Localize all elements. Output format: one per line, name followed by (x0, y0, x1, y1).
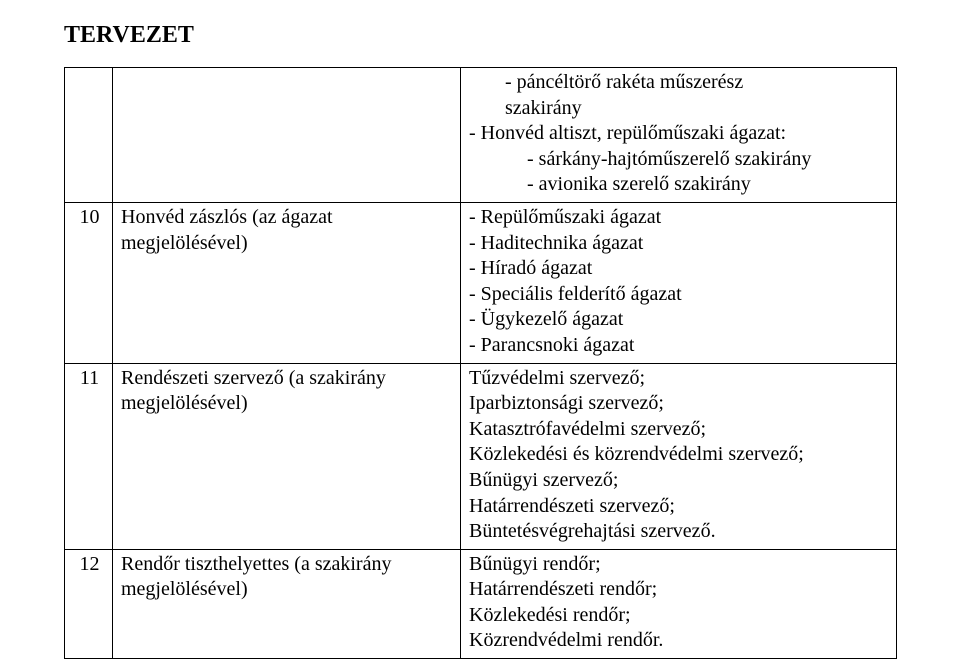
detail-line: - Híradó ágazat (469, 256, 890, 282)
data-table: - páncéltörő rakéta műszerész szakirány … (64, 67, 897, 659)
table-row: - páncéltörő rakéta műszerész szakirány … (65, 68, 897, 203)
detail-line: Iparbiztonsági szervező; (469, 391, 890, 417)
detail-line: - páncéltörő rakéta műszerész (469, 70, 890, 96)
row-title (113, 68, 461, 203)
row-number: 10 (65, 202, 113, 363)
detail-line: szakirány (469, 96, 890, 122)
row-details: Tűzvédelmi szervező; Iparbiztonsági szer… (461, 363, 897, 549)
detail-line: Tűzvédelmi szervező; (469, 366, 890, 392)
table-row: 11 Rendészeti szervező (a szakirány megj… (65, 363, 897, 549)
row-details: - Repülőműszaki ágazat - Haditechnika ág… (461, 202, 897, 363)
detail-line: - Ügykezelő ágazat (469, 307, 890, 333)
detail-line: - Speciális felderítő ágazat (469, 282, 890, 308)
row-title: Rendészeti szervező (a szakirány megjelö… (113, 363, 461, 549)
detail-line: - Parancsnoki ágazat (469, 333, 890, 359)
detail-line: Közlekedési rendőr; (469, 603, 890, 629)
row-details: - páncéltörő rakéta műszerész szakirány … (461, 68, 897, 203)
detail-line: Határrendészeti rendőr; (469, 577, 890, 603)
detail-line: Büntetésvégrehajtási szervező. (469, 519, 890, 545)
page-title: TERVEZET (64, 22, 895, 49)
detail-line: - Repülőműszaki ágazat (469, 205, 890, 231)
detail-line: Közlekedési és közrendvédelmi szervező; (469, 442, 890, 468)
detail-line: - sárkány-hajtóműszerelő szakirány (469, 147, 890, 173)
table-row: 10 Honvéd zászlós (az ágazat megjelölésé… (65, 202, 897, 363)
row-number (65, 68, 113, 203)
detail-line: Bűnügyi rendőr; (469, 552, 890, 578)
detail-line: Közrendvédelmi rendőr. (469, 628, 890, 654)
detail-line: Bűnügyi szervező; (469, 468, 890, 494)
document-page: TERVEZET - páncéltörő rakéta műszerész s… (0, 0, 959, 604)
detail-line: - Haditechnika ágazat (469, 231, 890, 257)
detail-line: Határrendészeti szervező; (469, 494, 890, 520)
detail-line: - Honvéd altiszt, repülőműszaki ágazat: (469, 121, 890, 147)
row-number: 11 (65, 363, 113, 549)
detail-line: - avionika szerelő szakirány (469, 172, 890, 198)
row-title: Honvéd zászlós (az ágazat megjelölésével… (113, 202, 461, 363)
detail-line: Katasztrófavédelmi szervező; (469, 417, 890, 443)
